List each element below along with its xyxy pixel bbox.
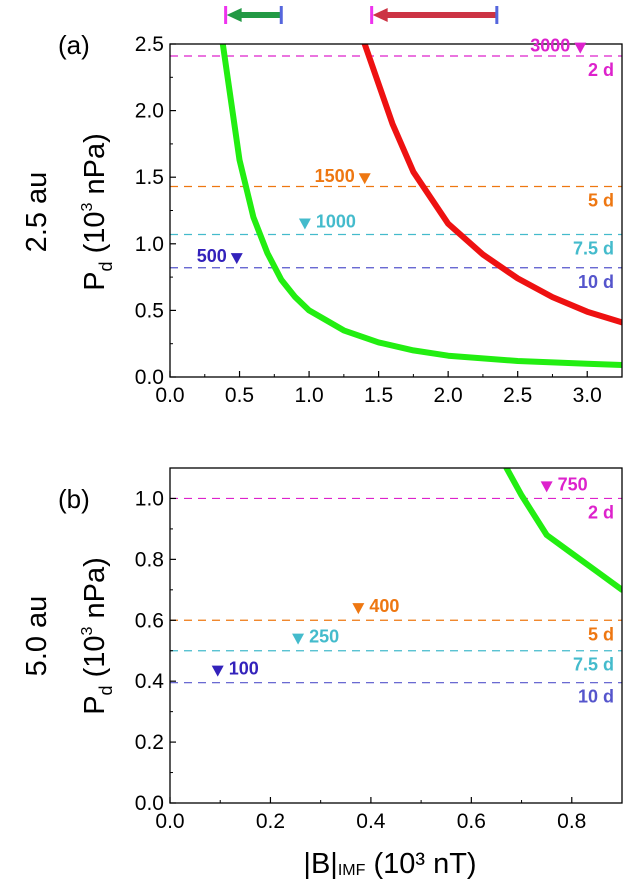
marker-b-400 xyxy=(352,603,365,615)
marker-label-b: 250 xyxy=(309,627,339,647)
ylabel-b-unit: nPa) xyxy=(79,557,111,626)
plot-a-ytick-label: 2.0 xyxy=(135,100,164,123)
hline-b-duration-label: 5 d xyxy=(588,624,614,644)
marker-a-1500 xyxy=(358,173,371,185)
ylabel-a-exp: 3 xyxy=(79,202,96,211)
plot-b-ytick-label: 0.0 xyxy=(135,792,164,815)
hline-a-duration-label: 2 d xyxy=(588,60,614,80)
ylabel-b-exp: 3 xyxy=(79,626,96,635)
marker-b-250 xyxy=(292,633,305,645)
hline-b-duration-label: 10 d xyxy=(578,687,614,707)
plot-a-xtick-label: 1.5 xyxy=(364,384,393,407)
plot-a-xtick-label: 0.0 xyxy=(155,384,184,407)
curve-b-green xyxy=(503,468,622,593)
plot-b-ticks: 0.0 0.2 0.4 0.6 0.8 0.0 0.2 0.4 0.6 0.8 1.0 xyxy=(135,487,587,833)
range-arrow-a-0 xyxy=(224,6,283,24)
marker-label-a: 500 xyxy=(197,246,227,266)
marker-a-500 xyxy=(230,253,243,265)
marker-b-750 xyxy=(540,481,553,493)
hline-a-duration-label: 5 d xyxy=(588,191,614,211)
marker-label-b: 100 xyxy=(229,659,259,679)
plot-b-ytick-label: 1.0 xyxy=(135,487,164,510)
hline-a-duration-label: 7.5 d xyxy=(573,238,614,258)
ylabel-a-distance: 2.5 au xyxy=(21,172,53,253)
plot-a-area xyxy=(170,44,622,368)
curve-a-green xyxy=(219,44,622,368)
marker-label-a: 1000 xyxy=(316,211,356,231)
marker-label-a: 3000 xyxy=(530,36,570,56)
plot-b-xtick-label: 0.4 xyxy=(356,810,386,833)
plot-a-ytick-label: 0.5 xyxy=(135,299,164,322)
ylabel-b: Pd (103 nPa) xyxy=(79,557,116,715)
plot-a-xtick-label: 3.0 xyxy=(573,384,602,407)
hline-a-duration-label: 10 d xyxy=(578,272,614,292)
marker-label-b: 750 xyxy=(558,474,588,494)
xlabel-sub: IMF xyxy=(338,862,366,879)
panel-b: (b) 0.0 0.2 0.4 0.6 0.8 0.0 0.2 0.4 0.6 0.8 1.0 5.… xyxy=(21,467,623,833)
plot-a-ytick-label: 2.5 xyxy=(135,33,164,56)
xlabel-rest: (10³ nT) xyxy=(365,848,476,880)
ylabel-a-sub: d xyxy=(96,261,116,271)
ylabel-b-distance: 5.0 au xyxy=(21,596,53,677)
ylabel-b-main: P xyxy=(79,695,111,714)
plot-b-xtick-label: 0.8 xyxy=(557,810,586,833)
ylabel-a-unit: nPa) xyxy=(79,133,111,202)
marker-label-b: 400 xyxy=(369,596,399,616)
plot-b-xtick-label: 0.6 xyxy=(457,810,486,833)
xlabel-main: |B| xyxy=(303,848,337,880)
ylabel-a-open: (10 xyxy=(79,211,111,261)
plot-a-xtick-label: 2.5 xyxy=(503,384,532,407)
plot-a-xtick-label: 1.0 xyxy=(294,384,323,407)
ylabel-a-main: P xyxy=(79,271,111,290)
plot-b-ytick-label: 0.4 xyxy=(135,670,165,693)
plot-b-ytick-label: 0.6 xyxy=(135,609,164,632)
plot-a-ytick-label: 0.0 xyxy=(135,366,164,389)
panel-a-label: (a) xyxy=(58,30,90,60)
marker-b-100 xyxy=(211,665,224,677)
hline-b-duration-label: 2 d xyxy=(588,502,614,522)
plot-b-ytick-label: 0.2 xyxy=(135,731,164,754)
plot-b-ytick-label: 0.8 xyxy=(135,548,164,571)
ylabel-b-open: (10 xyxy=(79,635,111,685)
range-arrow-a-1 xyxy=(370,6,499,24)
marker-label-a: 1500 xyxy=(315,166,355,186)
panel-b-label: (b) xyxy=(58,484,90,514)
ylabel-b-sub: d xyxy=(96,685,116,695)
plot-b-xtick-label: 0.2 xyxy=(256,810,285,833)
plot-b-xtick-label: 0.0 xyxy=(155,810,184,833)
plot-a-frame xyxy=(169,43,623,378)
marker-a-1000 xyxy=(298,218,311,230)
plot-a-ytick-label: 1.5 xyxy=(135,166,164,189)
plot-a-ticks: 0.0 0.5 1.0 1.5 2.0 2.5 3.0 0.0 0.5 1.0 1.5 2.0 2.5 xyxy=(135,33,602,407)
plot-a-xtick-label: 0.5 xyxy=(225,384,254,407)
plot-a-xtick-label: 2.0 xyxy=(434,384,463,407)
hline-b-duration-label: 7.5 d xyxy=(573,655,614,675)
range-arrow-head xyxy=(226,8,242,22)
xlabel: |B|IMF (10³ nT) xyxy=(303,848,476,880)
plot-a-ytick-label: 1.0 xyxy=(135,233,164,256)
range-arrow-head xyxy=(372,8,388,22)
plot-b-area xyxy=(170,468,622,684)
plot-b-frame xyxy=(169,467,623,804)
marker-a-3000 xyxy=(574,42,587,54)
curve-a-red xyxy=(361,44,622,326)
panel-a: (a) 0.0 0.5 1.0 1.5 2.0 2.5 3.0 0.0 0.5 1.0 1.5 2.0… xyxy=(21,30,623,407)
ylabel-a: Pd (103 nPa) xyxy=(79,133,116,291)
